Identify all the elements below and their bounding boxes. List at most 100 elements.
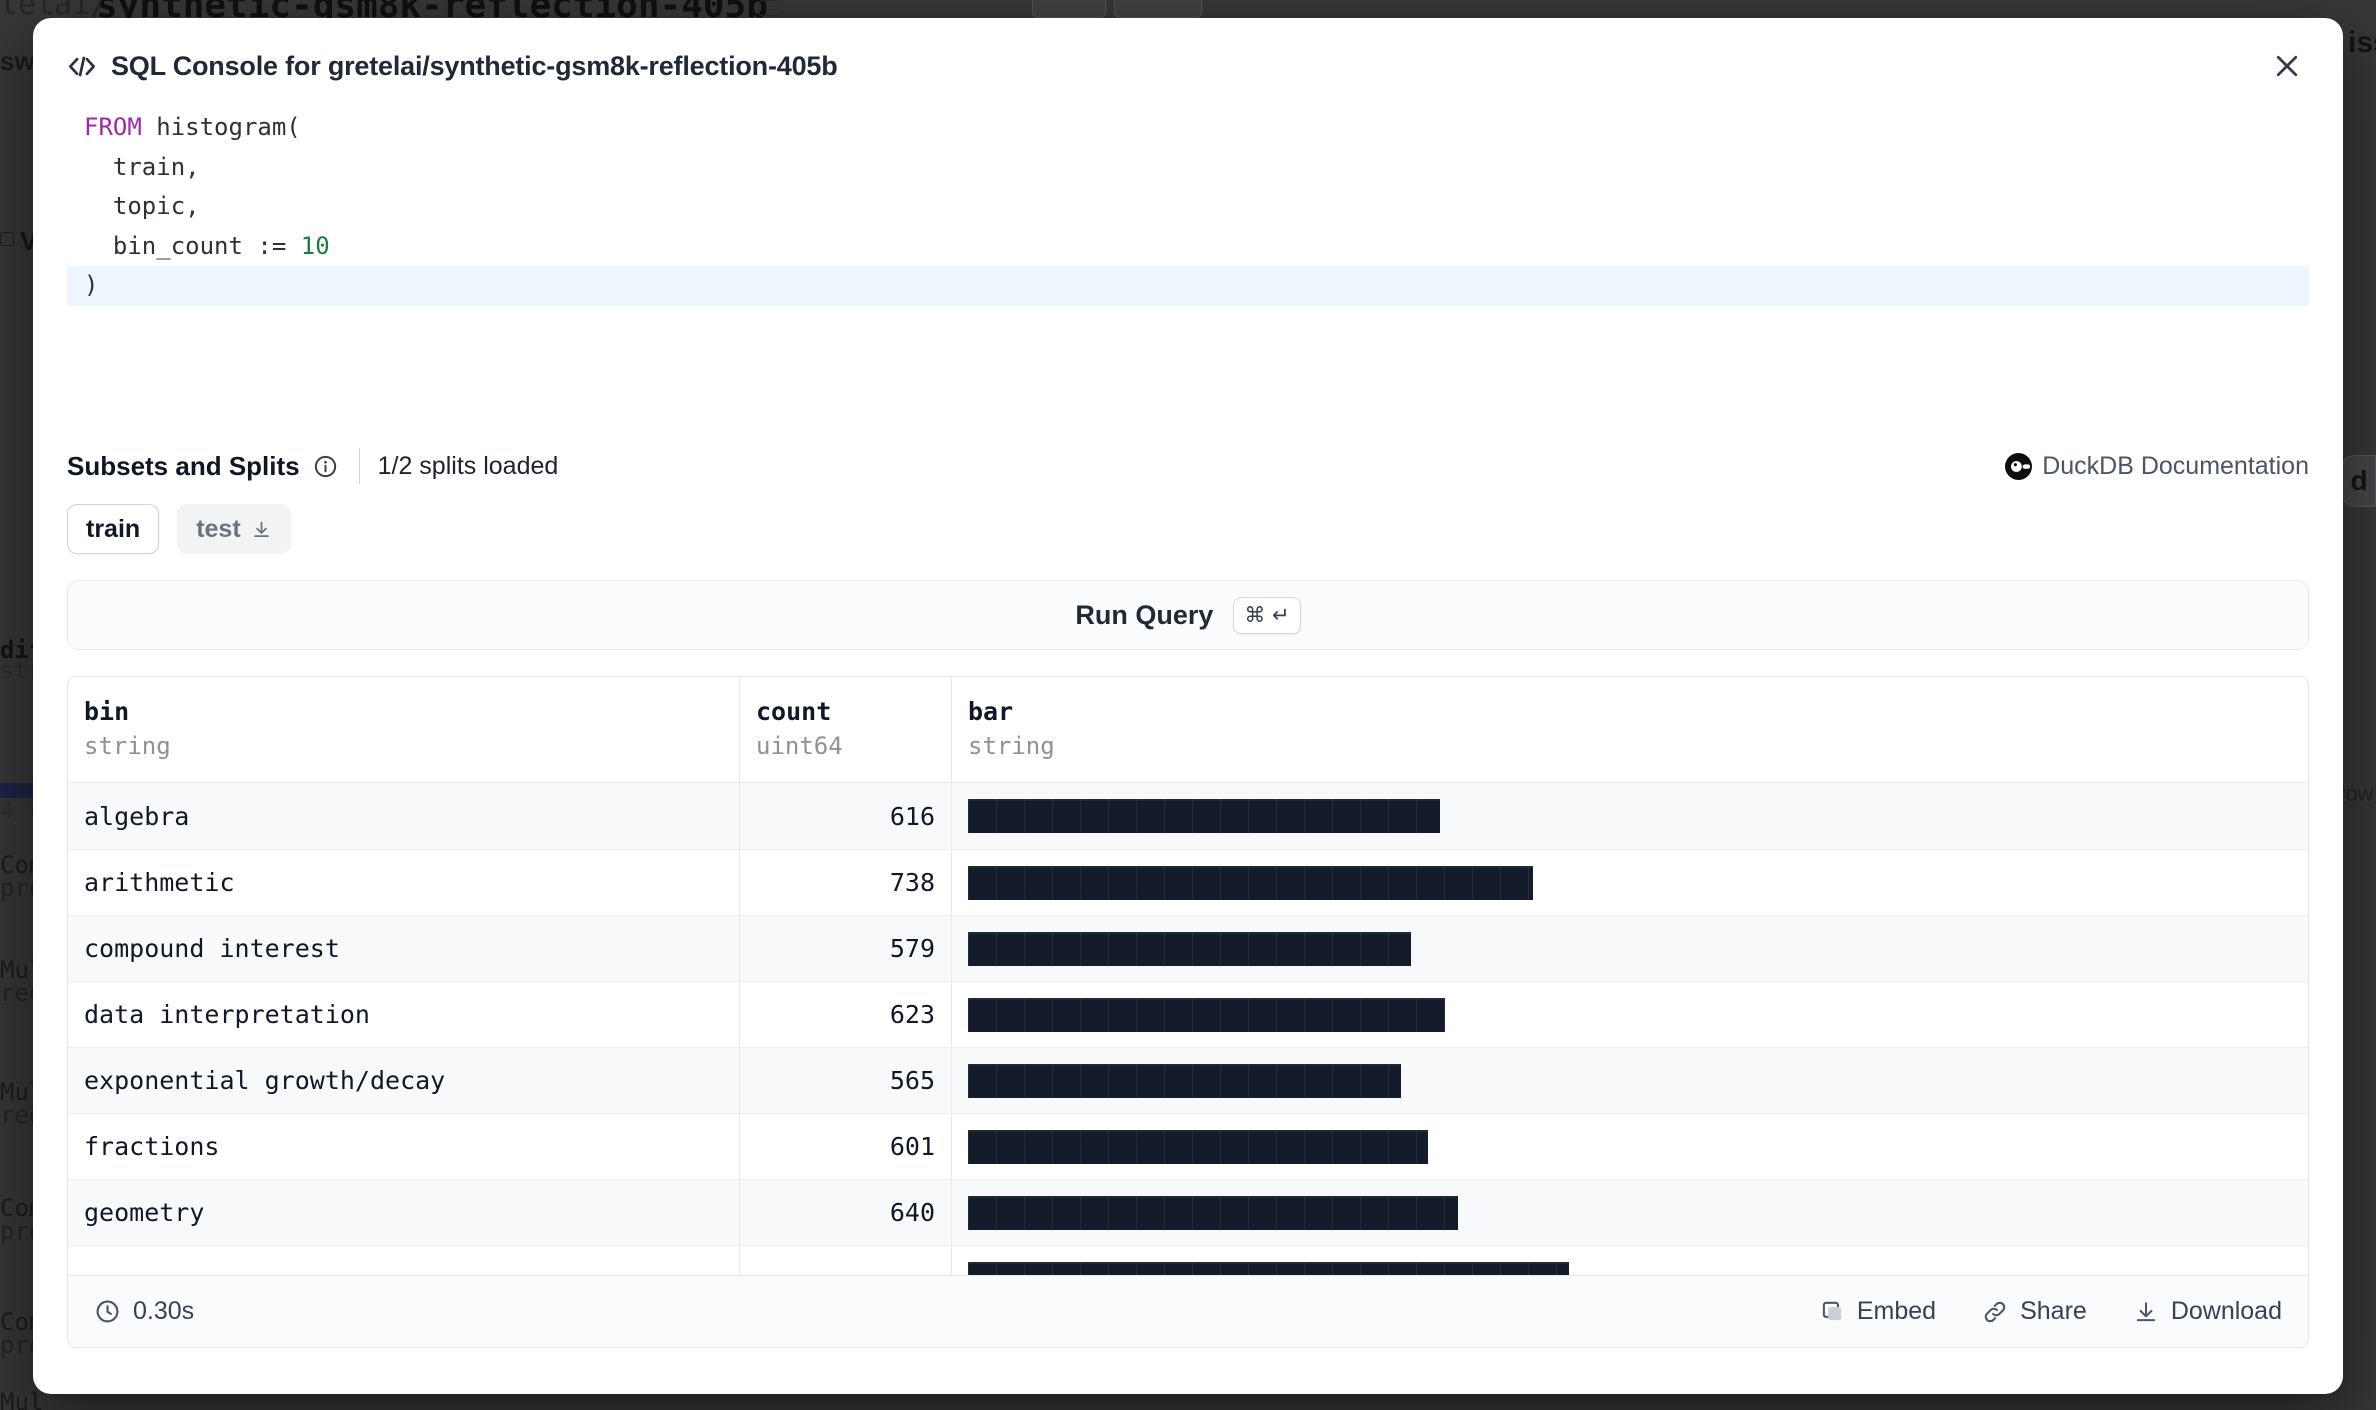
cell-count: 623 bbox=[739, 982, 951, 1047]
editor-line[interactable]: bin_count := 10 bbox=[84, 231, 330, 260]
split-tabs: train test bbox=[67, 504, 2309, 554]
table-row-partial bbox=[68, 1245, 2308, 1275]
close-icon bbox=[2276, 55, 2298, 77]
duckdb-logo-icon bbox=[2005, 452, 2033, 480]
divider bbox=[358, 448, 360, 484]
background-text-fragment: sw bbox=[0, 46, 35, 76]
histogram-bar bbox=[968, 997, 1445, 1032]
modal-header: SQL Console for gretelai/synthetic-gsm8k… bbox=[67, 44, 2309, 88]
cell-count bbox=[739, 1246, 951, 1275]
tab-train[interactable]: train bbox=[67, 504, 160, 554]
run-query-button[interactable]: Run Query ⌘ ↵ bbox=[67, 580, 2309, 650]
code-icon bbox=[67, 53, 97, 80]
cell-count: 579 bbox=[739, 916, 951, 981]
cell-count: 601 bbox=[739, 1114, 951, 1179]
cell-bar bbox=[951, 783, 2308, 849]
splits-header-row: Subsets and Splits 1/2 splits loaded Duc… bbox=[67, 446, 2309, 486]
tab-train-label: train bbox=[86, 514, 141, 543]
background-text-fragment: 4 ∨ bbox=[0, 798, 42, 824]
column-name: bar bbox=[968, 697, 1014, 726]
run-query-label: Run Query bbox=[1075, 599, 1214, 630]
table-row: arithmetic 738 bbox=[68, 849, 2308, 915]
cell-bin: fractions bbox=[84, 1132, 220, 1161]
column-header-count: count uint64 bbox=[739, 677, 951, 782]
table-body[interactable]: algebra 616 arithmetic 738 compound interest… bbox=[68, 783, 2308, 1275]
cell-bar bbox=[951, 1048, 2308, 1113]
results-table-card: bin string count uint64 bar string algeb… bbox=[67, 676, 2309, 1348]
cell-count: 616 bbox=[739, 783, 951, 849]
embed-label: Embed bbox=[1856, 1297, 1937, 1325]
cell-bin: geometry bbox=[84, 1198, 205, 1227]
background-text-fragment: str bbox=[0, 658, 42, 684]
column-type: uint64 bbox=[756, 732, 843, 760]
cell-count: 565 bbox=[739, 1048, 951, 1113]
close-button[interactable] bbox=[2265, 44, 2309, 88]
download-button[interactable]: Download bbox=[2133, 1297, 2282, 1326]
cell-bin: arithmetic bbox=[84, 868, 235, 897]
table-header: bin string count uint64 bar string bbox=[68, 677, 2308, 783]
histogram-bar bbox=[968, 865, 1533, 900]
background-text-fragment: row bbox=[2338, 781, 2374, 806]
background-button-fragment: d bbox=[2342, 455, 2376, 507]
embed-button[interactable]: Embed bbox=[1819, 1297, 1936, 1326]
histogram-bar bbox=[968, 1063, 1401, 1098]
background-button-fragment bbox=[758, 0, 782, 16]
sql-editor[interactable]: FROM histogram( train, topic, bin_count … bbox=[67, 102, 2309, 422]
editor-active-line[interactable]: ) bbox=[67, 266, 2309, 306]
query-duration: 0.30s bbox=[94, 1297, 194, 1326]
table-row: exponential growth/decay 565 bbox=[68, 1047, 2308, 1113]
cell-bin: data interpretation bbox=[84, 1000, 370, 1029]
download-split-icon bbox=[253, 521, 269, 537]
background-selected-row-fragment bbox=[0, 783, 33, 798]
column-name: bin bbox=[84, 697, 130, 726]
histogram-bar bbox=[968, 1195, 1458, 1230]
cell-bin bbox=[68, 1246, 739, 1275]
background-text-fragment: synthetic-gsm8k-reflection-405b bbox=[96, 0, 768, 26]
cell-bin: algebra bbox=[84, 801, 190, 831]
editor-line[interactable]: FROM histogram( bbox=[84, 113, 301, 141]
column-header-bin: bin string bbox=[68, 677, 739, 782]
duration-value: 0.30s bbox=[133, 1297, 195, 1325]
cell-bar bbox=[951, 982, 2308, 1047]
histogram-bar bbox=[968, 799, 1440, 833]
table-footer: 0.30s Embed Share bbox=[68, 1275, 2308, 1347]
cell-count: 640 bbox=[739, 1180, 951, 1245]
footer-actions: Embed Share Download bbox=[1819, 1297, 2282, 1326]
share-label: Share bbox=[2020, 1297, 2087, 1325]
table-row: fractions 601 bbox=[68, 1113, 2308, 1179]
background-button-fragment bbox=[0, 232, 14, 246]
splits-loaded-status: 1/2 splits loaded bbox=[377, 451, 559, 480]
background-button-fragment bbox=[1114, 0, 1202, 18]
splits-heading: Subsets and Splits bbox=[67, 450, 300, 481]
background-button-fragment bbox=[1032, 0, 1106, 18]
cell-bar bbox=[951, 1180, 2308, 1245]
share-link-icon bbox=[1984, 1301, 2006, 1322]
editor-line[interactable]: topic, bbox=[84, 192, 200, 220]
cell-bar bbox=[951, 850, 2308, 915]
background-text-fragment: telai/ bbox=[0, 0, 109, 22]
share-button[interactable]: Share bbox=[1982, 1297, 2087, 1326]
column-type: string bbox=[968, 732, 1055, 760]
info-icon[interactable] bbox=[312, 453, 339, 480]
cell-bar bbox=[951, 1246, 2308, 1275]
editor-line[interactable]: train, bbox=[84, 152, 200, 181]
tab-test[interactable]: test bbox=[177, 504, 291, 554]
cell-bar bbox=[951, 916, 2308, 981]
download-icon bbox=[2136, 1301, 2155, 1321]
cell-count: 738 bbox=[739, 850, 951, 915]
column-type: string bbox=[84, 732, 171, 760]
page-title: SQL Console for gretelai/synthetic-gsm8k… bbox=[111, 50, 838, 81]
embed-icon bbox=[1822, 1301, 1842, 1320]
table-row: geometry 640 bbox=[68, 1179, 2308, 1245]
table-row: compound interest 579 bbox=[68, 915, 2308, 981]
histogram-bar bbox=[968, 1261, 1569, 1275]
cell-bin: compound interest bbox=[84, 934, 340, 963]
column-header-bar: bar string bbox=[951, 677, 2308, 782]
download-label: Download bbox=[2170, 1297, 2282, 1325]
column-name: count bbox=[756, 697, 832, 726]
keyboard-shortcut-badge: ⌘ ↵ bbox=[1233, 596, 1301, 634]
histogram-bar bbox=[968, 931, 1411, 966]
duckdb-documentation-link[interactable]: DuckDB Documentation bbox=[2005, 452, 2309, 481]
cell-bin: exponential growth/decay bbox=[84, 1066, 446, 1095]
tab-test-label: test bbox=[196, 514, 241, 543]
